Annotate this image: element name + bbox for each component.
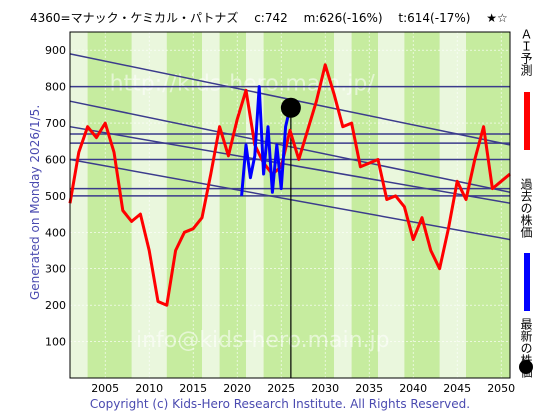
y-tick-label: 100 (45, 336, 66, 349)
legend-past-swatch (524, 253, 530, 311)
legend-past-label: 過去の株価 (519, 178, 533, 238)
x-tick-label: 2030 (311, 382, 339, 395)
watermark-url: http://kids-hero.main.jp/ (110, 71, 376, 96)
watermark-email: info@kids-hero.main.jp (136, 328, 390, 353)
y-tick-label: 600 (45, 153, 66, 166)
x-tick-label: 2020 (223, 382, 251, 395)
past-price-line (240, 85, 292, 197)
t-target: t:614(-17%) (398, 11, 471, 25)
chart-header: 4360=マナック・ケミカル・パトナズ c:742 m:626(-16%) t:… (30, 9, 520, 26)
copyright-text: Copyright (c) Kids-Hero Research Institu… (89, 397, 471, 411)
y-tick-label: 500 (45, 190, 66, 203)
y-tick-label: 900 (45, 44, 66, 57)
y-tick-label: 200 (45, 299, 66, 312)
legend: ＡＩ予測 過去の株価 最新の株価 (516, 28, 542, 380)
legend-latest-dot (519, 360, 533, 374)
generated-date-label: Generated on Monday 2026/1/5. (28, 104, 42, 300)
trend-line (69, 100, 511, 193)
volatility-band (202, 32, 220, 378)
legend-ai-swatch (524, 92, 530, 150)
x-tick-label: 2025 (267, 382, 295, 395)
x-tick-label: 2005 (91, 382, 119, 395)
x-tick-label: 2015 (179, 382, 207, 395)
y-tick-label: 700 (45, 117, 66, 130)
latest-price-marker (280, 97, 301, 118)
current-price: c:742 (254, 11, 288, 25)
y-tick-label: 400 (45, 226, 66, 239)
volatility-band (70, 32, 88, 378)
trend-line (69, 125, 511, 204)
x-tick-label: 2035 (355, 382, 383, 395)
volatility-band (378, 32, 405, 378)
legend-ai-label: ＡＩ予測 (519, 28, 533, 76)
plot-frame (69, 31, 511, 379)
ai-forecast-line (68, 63, 511, 307)
x-tick-label: 2045 (443, 382, 471, 395)
volatility-band (334, 32, 352, 378)
ticker-name: 4360=マナック・ケミカル・パトナズ (30, 11, 239, 25)
x-tick-label: 2050 (487, 382, 515, 395)
y-tick-label: 800 (45, 81, 66, 94)
trend-line (69, 158, 511, 241)
m-target: m:626(-16%) (303, 11, 383, 25)
rating-stars: ★☆ (486, 11, 508, 25)
x-tick-label: 2010 (135, 382, 163, 395)
x-tick-label: 2040 (399, 382, 427, 395)
y-tick-label: 300 (45, 263, 66, 276)
